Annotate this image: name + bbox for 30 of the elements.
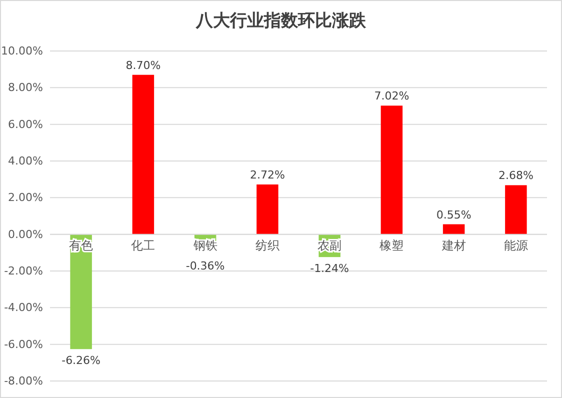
y-tick-label: 4.00% — [8, 154, 43, 168]
y-tick-label: 6.00% — [8, 118, 43, 131]
bar — [505, 185, 527, 234]
y-tick-label: 2.00% — [8, 191, 43, 204]
y-tick-label: 8.00% — [8, 81, 43, 94]
y-tick-label: 0.00% — [8, 228, 43, 241]
x-tick-label: 能源 — [504, 238, 528, 252]
bar — [442, 224, 465, 234]
bar — [132, 74, 154, 234]
y-tick-label: -6.00% — [4, 338, 43, 351]
y-tick-label: -8.00% — [4, 374, 43, 388]
data-label: -1.24% — [310, 262, 350, 276]
x-tick-label: 建材 — [440, 238, 466, 252]
data-label: 2.68% — [498, 169, 534, 182]
data-label: -6.26% — [62, 354, 101, 368]
x-tick-label: 橡塑 — [380, 238, 404, 252]
x-tick-label: 纺织 — [255, 238, 280, 252]
data-label: 0.55% — [436, 208, 472, 222]
bar — [256, 184, 278, 234]
y-tick-label: 10.00% — [1, 44, 43, 58]
data-label: 7.02% — [374, 90, 410, 103]
data-label: 8.70% — [126, 58, 161, 72]
y-tick-label: -2.00% — [4, 264, 43, 278]
bar — [380, 106, 403, 234]
x-tick-label: 化工 — [131, 238, 156, 252]
chart-title: 八大行业指数环比涨跌 — [195, 11, 367, 31]
data-label: -0.36% — [186, 259, 225, 272]
data-label: 2.72% — [250, 168, 285, 182]
y-tick-label: -4.00% — [4, 301, 43, 314]
x-tick-label: 钢铁 — [192, 238, 218, 252]
